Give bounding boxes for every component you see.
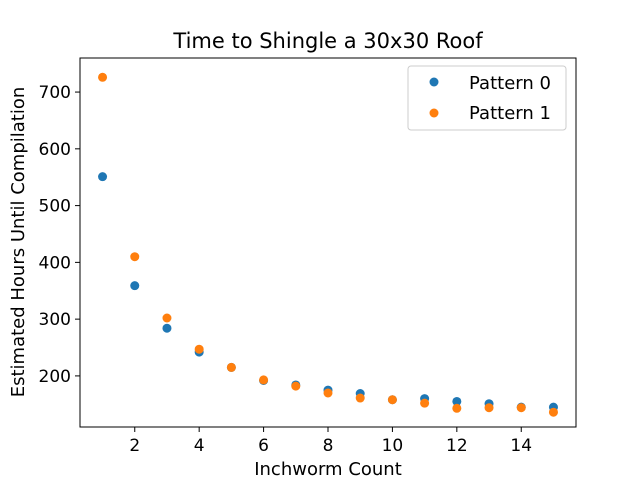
data-point-pattern-1 <box>98 72 108 82</box>
x-tick-label: 4 <box>194 436 205 456</box>
data-point-pattern-1 <box>259 375 269 385</box>
plot-area: 2 4 6 8 10 12 14 200 300 400 500 600 700 <box>39 57 577 456</box>
y-axis-label: Estimated Hours Until Compilation <box>8 87 29 398</box>
data-point-pattern-1 <box>130 252 140 262</box>
legend: Pattern 0 Pattern 1 <box>407 65 567 131</box>
legend-box <box>407 65 567 131</box>
y-tick-label: 400 <box>39 253 71 273</box>
x-tick-label: 12 <box>446 436 468 456</box>
data-point-pattern-1 <box>420 398 430 408</box>
y-tick-label: 200 <box>39 367 71 387</box>
legend-marker-pattern-1 <box>429 108 439 118</box>
data-point-pattern-1 <box>323 388 333 398</box>
x-axis-label: Inchworm Count <box>254 459 402 480</box>
y-tick-label: 600 <box>39 140 71 160</box>
y-tick-label: 700 <box>39 83 71 103</box>
data-point-pattern-0 <box>162 323 172 333</box>
data-point-pattern-0 <box>130 281 140 291</box>
legend-marker-pattern-0 <box>429 77 439 87</box>
data-point-pattern-1 <box>291 381 301 391</box>
chart-title: Time to Shingle a 30x30 Roof <box>172 29 483 53</box>
y-tick-label: 500 <box>39 197 71 217</box>
data-point-pattern-1 <box>355 393 365 403</box>
x-tick-label: 14 <box>510 436 532 456</box>
data-point-pattern-0 <box>98 172 108 182</box>
y-tick-label: 300 <box>39 310 71 330</box>
data-point-pattern-1 <box>162 313 172 323</box>
x-tick-label: 10 <box>382 436 404 456</box>
data-point-pattern-0 <box>452 396 462 406</box>
legend-label-pattern-1: Pattern 1 <box>469 103 551 124</box>
data-point-pattern-1 <box>484 403 494 413</box>
x-axis-ticks: 2 4 6 8 10 12 14 <box>129 427 532 456</box>
data-point-pattern-1 <box>516 403 526 413</box>
y-axis-ticks: 200 300 400 500 600 700 <box>39 83 80 387</box>
data-point-pattern-1 <box>226 362 236 372</box>
data-points <box>98 72 558 417</box>
data-point-pattern-1 <box>548 407 558 417</box>
legend-label-pattern-0: Pattern 0 <box>469 73 551 94</box>
x-tick-label: 2 <box>129 436 140 456</box>
data-point-pattern-1 <box>194 344 204 354</box>
data-point-pattern-1 <box>452 403 462 413</box>
x-tick-label: 6 <box>258 436 269 456</box>
data-point-pattern-1 <box>387 395 397 405</box>
x-tick-label: 8 <box>323 436 334 456</box>
